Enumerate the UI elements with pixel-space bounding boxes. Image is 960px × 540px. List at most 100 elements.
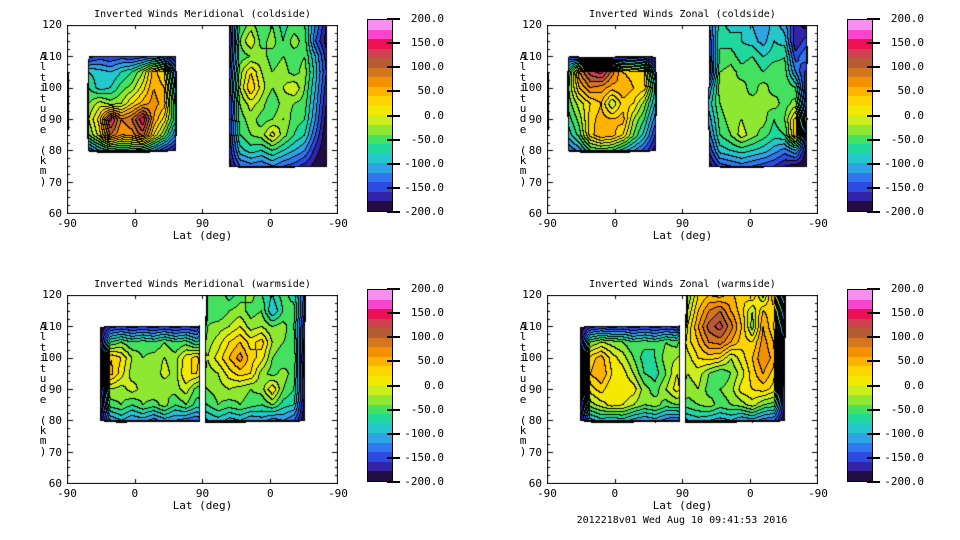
y-tick-label: 90 [528,382,542,396]
x-axis-label: Lat (deg) [652,499,713,512]
colorbar-band [848,125,872,135]
colorbar-band [368,86,392,97]
panel-title: Inverted Winds Meridional (warmside) [94,279,311,290]
colorbar-band [368,67,392,78]
colorbar-tick-label: -100.0 [884,156,924,170]
colorbar-band [368,191,392,202]
colorbar-tick [387,211,400,213]
colorbar-band [848,442,872,453]
colorbar-tick [867,162,880,165]
colorbar-tick-label: -50.0 [410,402,444,416]
colorbar-tick-label: 200.0 [410,282,444,295]
colorbar-band [368,182,392,192]
colorbar-band [368,395,392,405]
colorbar-band [368,318,392,329]
colorbar-band [848,201,872,211]
colorbar-tick [387,312,400,315]
colorbar-tick-label: -200.0 [884,205,924,218]
colorbar-band [368,96,392,106]
x-tick-label: 90 [195,217,210,230]
panel-title: Inverted Winds Zonal (warmside) [589,279,776,290]
colorbar-band [368,105,392,116]
colorbar-tick [387,408,400,411]
colorbar-tick-label: -100.0 [404,426,444,440]
colorbar-tick [387,18,400,20]
colorbar-band [848,153,872,164]
y-tick-label: 100 [522,81,542,94]
colorbar-band [848,96,872,106]
colorbar-tick [387,384,400,387]
panel-title: Inverted Winds Zonal (coldside) [589,9,776,20]
x-tick-label: -90 [537,217,557,230]
colorbar-tick-label: -150.0 [404,450,444,464]
x-tick-label: -90 [328,217,348,230]
x-tick-label: -90 [808,217,828,230]
x-tick-label: 0 [746,487,754,500]
colorbar-tick-label: -150.0 [404,180,444,194]
panel-meridional-coldside: Inverted Winds Meridional (coldside) A l… [0,0,480,270]
colorbar-tick-label: 200.0 [890,282,924,295]
colorbar-band [368,442,392,453]
colorbar-tick [867,18,880,20]
x-tick-label: -90 [328,487,348,500]
colorbar-tick [387,90,400,93]
colorbar-band [848,385,872,396]
colorbar-tick-label: 100.0 [890,330,924,344]
colorbar-tick-label: 0.0 [904,378,924,392]
colorbar-band [848,309,872,319]
colorbar-tick [387,66,400,69]
colorbar-tick-label: -200.0 [884,475,924,488]
colorbar-band [368,452,392,462]
y-tick-label: 100 [42,81,62,94]
colorbar-band [848,471,872,481]
colorbar-tick [867,66,880,69]
colorbar-tick [867,90,880,93]
colorbar-band [368,414,392,424]
colorbar-tick [867,211,880,213]
x-tick-label: -90 [537,487,557,500]
colorbar-tick [867,138,880,141]
colorbar-band [368,433,392,443]
colorbar-band [848,58,872,68]
colorbar-tick-label: 150.0 [890,36,924,50]
colorbar-band [848,395,872,405]
contour-plot-canvas [547,25,818,214]
colorbar-tick [867,186,880,189]
colorbar-tick [867,42,880,45]
colorbar-tick-label: 200.0 [890,12,924,25]
colorbar-band [368,125,392,135]
colorbar-band [848,356,872,367]
y-tick-label: 80 [48,144,62,157]
colorbar-tick [387,288,400,290]
colorbar-tick [387,432,400,435]
y-tick-label: 70 [48,445,62,459]
colorbar-band [368,309,392,319]
colorbar-band [848,39,872,49]
colorbar-tick-label: -50.0 [410,132,444,146]
colorbar-tick [867,408,880,411]
colorbar-band [848,328,872,338]
colorbar-band [848,461,872,472]
colorbar-tick [867,456,880,459]
colorbar-band [368,115,392,126]
x-tick-label: 90 [675,217,690,230]
colorbar-band [848,337,872,348]
colorbar-band [848,67,872,78]
y-axis-label: A l t i t u d e ( k m ) [39,320,47,458]
colorbar-band [368,163,392,173]
y-axis-label: A l t i t u d e ( k m ) [519,50,527,188]
x-axis-label: Lat (deg) [172,229,233,242]
y-tick-label: 80 [48,414,62,427]
contour-plot-canvas [67,25,338,214]
colorbar-tick-label: 50.0 [417,354,445,368]
x-tick-label: 0 [611,217,619,230]
x-tick-label: 0 [266,217,274,230]
x-tick-label: 0 [746,217,754,230]
y-tick-label: 80 [528,414,542,427]
colorbar-band [368,20,392,30]
colorbar-band [848,290,872,300]
colorbar-band [368,48,392,59]
y-tick-label: 100 [522,351,542,364]
y-tick-label: 110 [522,49,542,63]
colorbar-band [368,471,392,481]
